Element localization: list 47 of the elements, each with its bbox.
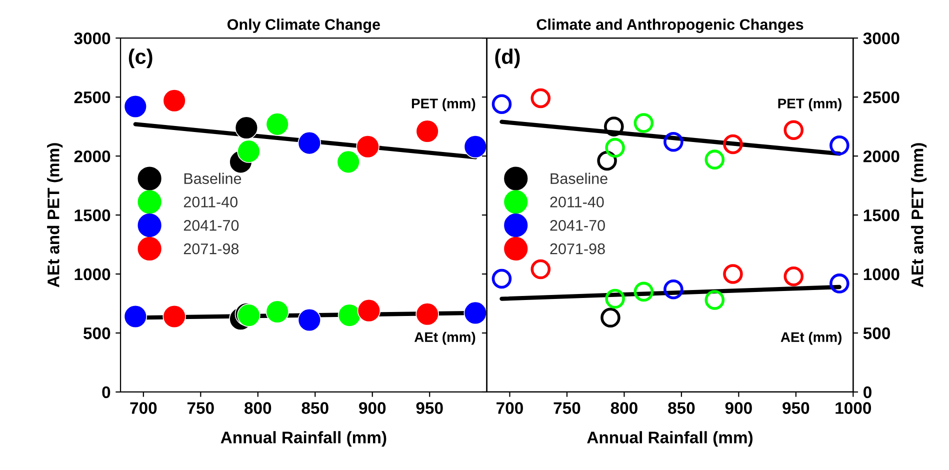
y2-tick-label: 500 [863, 327, 890, 340]
legend-label: 2041-70 [184, 220, 239, 231]
x-tick-label: 900 [725, 402, 752, 414]
y-tick-label: 2000 [74, 150, 110, 162]
y2-tick-label: 1000 [864, 268, 900, 280]
annotation: (d) [495, 48, 520, 68]
annotation: PET (mm) [778, 98, 842, 112]
y2-tick-label: 0 [864, 386, 872, 398]
annotation: PET (mm) [412, 98, 476, 112]
x-axis-title: Annual Rainfall (mm) [220, 431, 386, 447]
y-tick-label: 0 [102, 386, 110, 398]
x-tick-label: 800 [610, 402, 638, 414]
y2-axis-title: AEt and PET (mm) [911, 143, 927, 288]
legend-label: 2071-98 [184, 243, 239, 254]
chart-title: Climate and Anthropogenic Changes [536, 18, 804, 33]
y2-tick-label: 2500 [863, 91, 900, 104]
annotation: (c) [128, 48, 152, 68]
legend-label: 2071-98 [550, 243, 605, 254]
y-axis-title: AEt and PET (mm) [47, 143, 63, 288]
x-tick-label: 950 [782, 402, 810, 414]
y-tick-label: 2500 [74, 91, 110, 104]
legend-label: Baseline [184, 172, 242, 184]
legend-label: 2011-40 [184, 196, 238, 208]
x-tick-label: 850 [302, 402, 328, 414]
x-tick-label: 800 [244, 402, 272, 414]
y-tick-label: 500 [84, 327, 110, 340]
annotation: AEt (mm) [414, 332, 476, 345]
y-tick-label: 3000 [74, 32, 110, 44]
x-tick-label: 700 [496, 402, 523, 414]
y2-tick-label: 2000 [863, 150, 900, 162]
y2-tick-label: 1500 [864, 209, 900, 222]
x-tick-label: 750 [554, 402, 580, 414]
x-tick-label: 900 [359, 402, 386, 414]
x-tick-label: 1000 [836, 402, 872, 414]
y-tick-label: 1000 [74, 268, 110, 280]
legend-label: Baseline [550, 172, 608, 184]
x-tick-label: 850 [668, 402, 695, 414]
x-tick-label: 700 [130, 402, 157, 414]
y-tick-label: 1500 [74, 209, 110, 222]
x-tick-label: 750 [187, 402, 214, 414]
chart-title: Only Climate Change [227, 18, 380, 33]
legend-label: 2041-70 [550, 220, 605, 231]
x-axis-title: Annual Rainfall (mm) [587, 431, 753, 447]
x-tick-label: 950 [416, 402, 443, 414]
legend-label: 2011-40 [550, 196, 604, 208]
annotation: AEt (mm) [780, 332, 842, 345]
y2-tick-label: 3000 [863, 32, 900, 44]
